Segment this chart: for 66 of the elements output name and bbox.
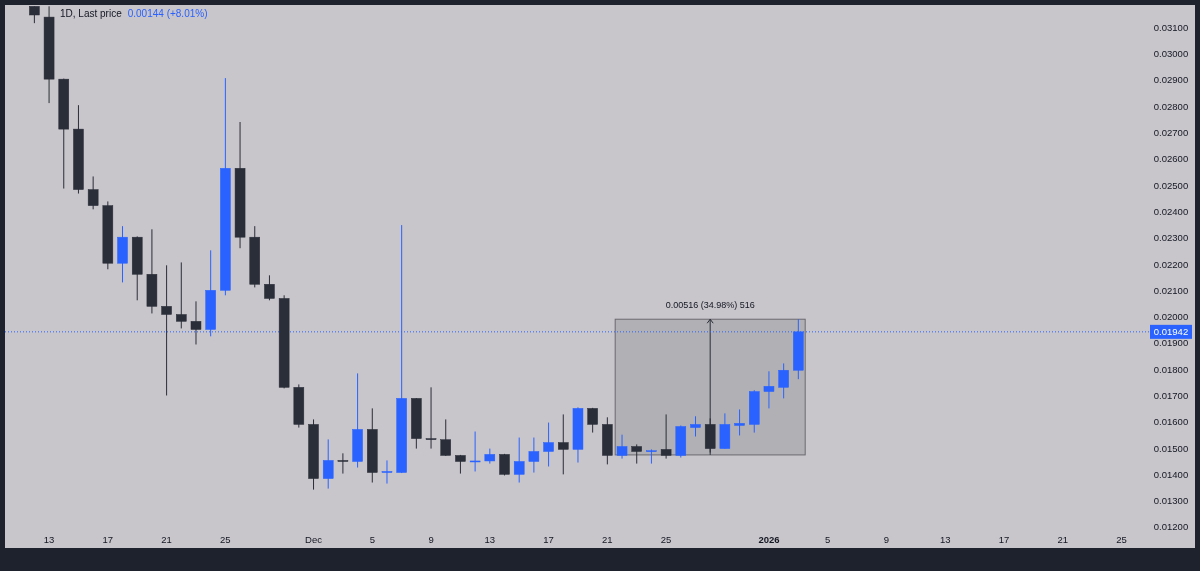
y-tick-label: 0.02200 <box>1153 258 1189 270</box>
y-tick-label: 0.02300 <box>1153 232 1189 244</box>
x-tick-label: Dec <box>305 534 323 545</box>
candlestick <box>763 370 775 409</box>
candlestick <box>87 175 99 210</box>
y-tick-label: 0.03000 <box>1153 48 1189 60</box>
candlestick <box>690 415 701 438</box>
y-tick-label: 0.01600 <box>1153 416 1189 428</box>
x-tick-label: 13 <box>939 534 951 545</box>
candlestick <box>440 418 451 457</box>
y-tick-label: 0.02100 <box>1153 284 1189 296</box>
x-tick-label: 25 <box>220 534 231 545</box>
y-tick-label: 0.02600 <box>1153 153 1189 165</box>
y-tick-label: 0.02000 <box>1153 311 1189 323</box>
candlestick <box>381 459 393 485</box>
candlestick <box>543 422 554 467</box>
candlestick <box>631 443 642 465</box>
x-tick-label: 13 <box>43 534 55 545</box>
candlestick <box>337 452 349 475</box>
y-tick-label: 0.01300 <box>1153 495 1189 507</box>
x-tick-label: 9 <box>883 534 890 545</box>
x-tick-label: 17 <box>998 534 1010 545</box>
candlestick <box>264 274 275 301</box>
chart-subtitle: 0.00144 (+8.01%) <box>127 8 208 19</box>
x-tick-label: 25 <box>1116 534 1127 545</box>
candlestick <box>587 407 598 434</box>
candlestick <box>616 434 628 460</box>
candlestick <box>161 264 172 396</box>
x-tick-label: 21 <box>161 534 172 545</box>
candlestick <box>778 362 789 399</box>
candlestick <box>322 438 334 490</box>
candlestick <box>190 300 202 345</box>
x-tick-label: 13 <box>484 534 496 545</box>
y-tick-label: 0.01900 <box>1153 337 1189 349</box>
x-tick-label: 25 <box>660 534 672 545</box>
y-tick-label: 0.01500 <box>1153 442 1189 454</box>
x-tick-label: 21 <box>602 534 613 545</box>
x-tick-label: 9 <box>428 534 434 545</box>
ref-line-label: 0.01942 <box>1153 326 1189 338</box>
y-tick-label: 0.02400 <box>1153 205 1189 217</box>
candlestick <box>469 431 481 472</box>
y-tick-label: 0.01200 <box>1153 521 1189 533</box>
y-tick-label: 0.02900 <box>1153 74 1189 86</box>
candlestick <box>660 413 672 460</box>
candlestick <box>646 448 657 465</box>
candlestick <box>558 413 569 475</box>
y-tick-label: 0.01800 <box>1153 363 1189 375</box>
candlestick <box>513 437 525 484</box>
chart-title: 1D, Last price <box>60 8 122 19</box>
candlestick <box>425 386 437 450</box>
x-tick-label: 5 <box>825 534 831 545</box>
x-tick-label: 5 <box>369 534 375 545</box>
candlestick <box>176 261 187 329</box>
candlestick <box>528 437 540 474</box>
y-tick-label: 0.02700 <box>1153 127 1189 139</box>
x-tick-label: 17 <box>102 534 114 545</box>
candlestick <box>734 408 745 436</box>
x-tick-label: 2026 <box>758 534 780 545</box>
y-tick-label: 0.02800 <box>1153 100 1189 112</box>
y-tick-label: 0.01400 <box>1153 468 1189 480</box>
y-tick-label: 0.01700 <box>1153 389 1189 401</box>
annotation: 0.00516 (34.98%) 516 <box>665 300 755 311</box>
y-tick-label: 0.03100 <box>1153 21 1189 33</box>
y-tick-label: 0.02500 <box>1153 179 1189 191</box>
x-tick-label: 21 <box>1057 534 1069 545</box>
x-tick-label: 17 <box>543 534 554 545</box>
